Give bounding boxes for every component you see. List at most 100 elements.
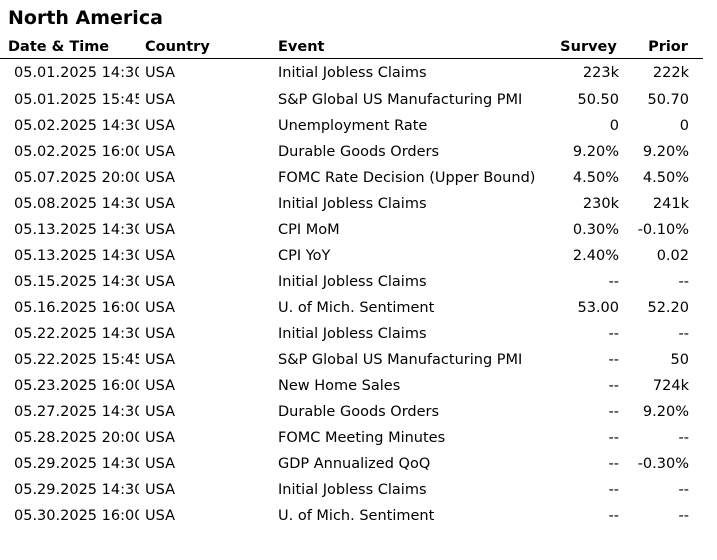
cell-prior: -- xyxy=(678,430,689,446)
column-header-country: Country xyxy=(139,36,278,59)
cell-date: 05.13.2025 14:30 xyxy=(14,248,139,264)
cell-country: USA xyxy=(145,300,176,316)
table-row: 05.13.2025 14:30 USA CPI YoY 2.40% 0.02 xyxy=(0,243,703,269)
table-row: 05.02.2025 14:30 USA Unemployment Rate 0 0 xyxy=(0,113,703,139)
cell-country: USA xyxy=(145,274,176,290)
cell-event: S&P Global US Manufacturing PMI xyxy=(278,92,523,108)
table-row: 05.22.2025 14:30 USA Initial Jobless Claim… xyxy=(0,321,703,347)
economic-calendar-table: Date & Time Country Event Survey Prior 0… xyxy=(0,36,703,529)
cell-survey: 0 xyxy=(609,118,619,134)
cell-date: 05.07.2025 20:00 xyxy=(14,170,139,186)
cell-country: USA xyxy=(145,222,176,238)
table-row: 05.15.2025 14:30 USA Initial Jobless Claim… xyxy=(0,269,703,295)
cell-event: Durable Goods Orders xyxy=(278,404,440,420)
cell-survey: 50.50 xyxy=(577,92,619,108)
cell-survey: 4.50% xyxy=(572,170,619,186)
cell-survey: 53.00 xyxy=(577,300,619,316)
cell-survey: -- xyxy=(608,378,619,394)
cell-survey: 230k xyxy=(582,196,619,212)
table-row: 05.28.2025 20:00 USA FOMC Meeting Minutes -… xyxy=(0,425,703,451)
cell-prior: 52.20 xyxy=(647,300,689,316)
cell-date: 05.23.2025 16:00 xyxy=(14,378,139,394)
cell-date: 05.15.2025 14:30 xyxy=(14,274,139,290)
cell-country: USA xyxy=(145,378,176,394)
cell-prior: -- xyxy=(678,326,689,342)
column-header-survey: Survey xyxy=(546,36,619,59)
cell-date: 05.16.2025 16:00 xyxy=(14,300,139,316)
cell-event: Initial Jobless Claims xyxy=(278,65,427,81)
cell-event: FOMC Rate Decision (Upper Bound) xyxy=(278,170,536,186)
cell-country: USA xyxy=(145,352,176,368)
cell-prior: 222k xyxy=(652,65,689,81)
cell-country: USA xyxy=(145,118,176,134)
cell-date: 05.01.2025 14:30 xyxy=(14,65,139,81)
cell-survey: -- xyxy=(608,456,619,472)
cell-country: USA xyxy=(145,326,176,342)
cell-event: FOMC Meeting Minutes xyxy=(278,430,446,446)
cell-event: Initial Jobless Claims xyxy=(278,482,427,498)
column-header-prior: Prior xyxy=(619,36,703,59)
cell-prior: 241k xyxy=(652,196,689,212)
cell-date: 05.08.2025 14:30 xyxy=(14,196,139,212)
cell-date: 05.22.2025 14:30 xyxy=(14,326,139,342)
cell-survey: 9.20% xyxy=(572,144,619,160)
cell-survey: 0.30% xyxy=(572,222,619,238)
cell-prior: 50.70 xyxy=(647,92,689,108)
table-row: 05.27.2025 14:30 USA Durable Goods Orders -… xyxy=(0,399,703,425)
cell-survey: -- xyxy=(608,508,619,524)
cell-date: 05.02.2025 16:00 xyxy=(14,144,139,160)
cell-event: CPI YoY xyxy=(278,248,331,264)
cell-survey: -- xyxy=(608,274,619,290)
table-body: 05.01.2025 14:30 USA Initial Jobless Claim… xyxy=(0,59,703,530)
cell-country: USA xyxy=(145,170,176,186)
cell-date: 05.28.2025 20:00 xyxy=(14,430,139,446)
cell-prior: -- xyxy=(678,482,689,498)
cell-country: USA xyxy=(145,92,176,108)
cell-date: 05.30.2025 16:00 xyxy=(14,508,139,524)
cell-event: U. of Mich. Sentiment xyxy=(278,508,435,524)
cell-prior: 4.50% xyxy=(642,170,689,186)
cell-country: USA xyxy=(145,196,176,212)
cell-survey: -- xyxy=(608,352,619,368)
header-row: Date & Time Country Event Survey Prior xyxy=(0,36,703,59)
cell-survey: -- xyxy=(608,430,619,446)
cell-survey: -- xyxy=(608,404,619,420)
table-row: 05.02.2025 16:00 USA Durable Goods Orders 9… xyxy=(0,139,703,165)
cell-survey: -- xyxy=(608,326,619,342)
cell-event: Initial Jobless Claims xyxy=(278,196,427,212)
table-row: 05.23.2025 16:00 USA New Home Sales -- 724k xyxy=(0,373,703,399)
cell-date: 05.22.2025 15:45 xyxy=(14,352,139,368)
cell-survey: 223k xyxy=(582,65,619,81)
cell-date: 05.29.2025 14:30 xyxy=(14,456,139,472)
cell-event: S&P Global US Manufacturing PMI xyxy=(278,352,523,368)
table-header: Date & Time Country Event Survey Prior xyxy=(0,36,703,59)
cell-date: 05.01.2025 15:45 xyxy=(14,92,139,108)
cell-prior: -- xyxy=(678,508,689,524)
cell-date: 05.29.2025 14:30 xyxy=(14,482,139,498)
column-header-event: Event xyxy=(278,36,546,59)
cell-event: GDP Annualized QoQ xyxy=(278,456,431,472)
column-header-date: Date & Time xyxy=(0,36,139,59)
cell-prior: 0.02 xyxy=(656,248,689,264)
cell-survey: 2.40% xyxy=(572,248,619,264)
cell-event: Unemployment Rate xyxy=(278,118,428,134)
cell-event: U. of Mich. Sentiment xyxy=(278,300,435,316)
cell-country: USA xyxy=(145,65,176,81)
table-row: 05.22.2025 15:45 USA S&P Global US Manufac… xyxy=(0,347,703,373)
cell-prior: 9.20% xyxy=(642,404,689,420)
cell-date: 05.02.2025 14:30 xyxy=(14,118,139,134)
cell-prior: 50 xyxy=(670,352,689,368)
cell-survey: -- xyxy=(608,482,619,498)
cell-country: USA xyxy=(145,404,176,420)
cell-prior: 9.20% xyxy=(642,144,689,160)
cell-event: Durable Goods Orders xyxy=(278,144,440,160)
table-row: 05.08.2025 14:30 USA Initial Jobless Claim… xyxy=(0,191,703,217)
cell-date: 05.27.2025 14:30 xyxy=(14,404,139,420)
cell-event: New Home Sales xyxy=(278,378,401,394)
page-title: North America xyxy=(8,7,163,29)
cell-event: Initial Jobless Claims xyxy=(278,274,427,290)
cell-prior: 0 xyxy=(679,118,689,134)
table-row: 05.30.2025 16:00 USA U. of Mich. Sentiment… xyxy=(0,503,703,529)
table-row: 05.07.2025 20:00 USA FOMC Rate Decision (U… xyxy=(0,165,703,191)
cell-country: USA xyxy=(145,248,176,264)
